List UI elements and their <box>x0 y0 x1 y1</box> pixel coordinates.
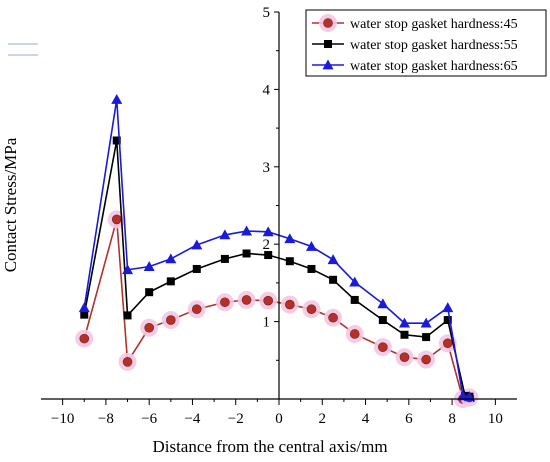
data-point <box>144 322 154 333</box>
data-point <box>111 93 123 104</box>
legend-marker <box>324 40 332 48</box>
data-point <box>80 310 89 319</box>
x-axis: −10 −8 −6 −4 −2 0 2 4 6 8 10 <box>41 398 517 427</box>
x-tick-label: −10 <box>51 411 74 427</box>
data-point <box>421 354 431 365</box>
data-point <box>165 253 177 264</box>
x-tick-label: 0 <box>275 411 283 427</box>
data-point <box>192 264 201 273</box>
legend-entry: water stop gasket hardness:45 <box>312 14 518 32</box>
data-point <box>422 333 431 342</box>
series-1 <box>75 210 479 408</box>
series-3 <box>78 93 475 402</box>
y-tick-label: 2 <box>263 237 271 253</box>
x-tick-label: 4 <box>362 411 370 427</box>
y-tick-label: 3 <box>263 160 271 176</box>
data-point <box>220 254 229 263</box>
x-tick-label: 2 <box>319 411 327 427</box>
data-point <box>457 390 469 401</box>
x-tick-label: 10 <box>488 411 503 427</box>
data-point <box>306 304 317 315</box>
legend-entry: water stop gasket hardness:55 <box>312 38 518 53</box>
data-point <box>305 241 317 251</box>
data-point <box>377 298 389 309</box>
x-tick-label: −8 <box>98 411 114 427</box>
y-tick-label: 5 <box>263 5 271 21</box>
data-point <box>327 254 339 265</box>
data-point <box>78 302 90 313</box>
data-point <box>378 342 388 352</box>
data-point <box>349 276 361 287</box>
data-point <box>328 312 338 323</box>
data-point <box>191 304 202 315</box>
x-tick-label: −2 <box>228 411 244 427</box>
legend-marker <box>323 18 333 28</box>
data-point <box>284 233 296 244</box>
plot-area <box>75 93 479 408</box>
data-point <box>112 136 121 145</box>
x-tick-label: −6 <box>141 411 157 427</box>
legend-label: water stop gasket hardness:55 <box>350 38 518 53</box>
data-point <box>79 333 90 344</box>
legend: water stop gasket hardness:45 water stop … <box>305 9 547 77</box>
data-point <box>420 317 432 328</box>
y-axis: 1 2 3 4 5 <box>263 5 280 399</box>
legend-box <box>305 9 547 77</box>
data-point <box>241 295 252 305</box>
data-point <box>143 261 155 272</box>
data-point <box>145 288 154 297</box>
legend-label: water stop gasket hardness:45 <box>350 17 518 32</box>
data-point <box>350 295 359 304</box>
data-point <box>442 302 454 313</box>
data-point <box>349 329 360 339</box>
data-point <box>329 275 338 284</box>
data-point <box>443 316 452 325</box>
data-point <box>122 357 133 367</box>
data-point <box>264 251 273 260</box>
artifact-mark <box>8 43 38 56</box>
data-point <box>400 330 409 339</box>
legend-entry: water stop gasket hardness:65 <box>312 59 518 74</box>
data-point <box>285 257 294 266</box>
series-line <box>83 219 470 400</box>
x-axis-label: Distance from the central axis/mm <box>152 437 387 456</box>
x-tick-label: −4 <box>184 411 200 427</box>
data-point <box>220 297 230 308</box>
data-point <box>378 316 387 325</box>
y-tick-label: 1 <box>263 315 271 331</box>
data-point <box>241 225 253 236</box>
data-point <box>122 264 134 275</box>
data-point <box>123 311 132 320</box>
data-point <box>219 229 231 240</box>
legend-label: water stop gasket hardness:65 <box>350 59 518 74</box>
data-point <box>263 295 273 306</box>
data-point <box>399 352 410 363</box>
x-tick-label: 8 <box>448 411 456 427</box>
data-point <box>285 299 295 310</box>
data-point <box>166 277 175 286</box>
data-point <box>242 249 251 258</box>
legend-marker <box>322 59 334 70</box>
data-point <box>262 226 274 237</box>
data-point <box>166 315 176 325</box>
data-point <box>111 214 122 225</box>
data-point <box>442 338 453 349</box>
y-axis-label: Contact Stress/MPa <box>1 137 20 272</box>
data-point <box>191 239 203 250</box>
data-point <box>307 264 316 273</box>
data-point <box>398 317 410 328</box>
y-tick-label: 4 <box>263 82 271 98</box>
x-tick-label: 6 <box>405 411 413 427</box>
